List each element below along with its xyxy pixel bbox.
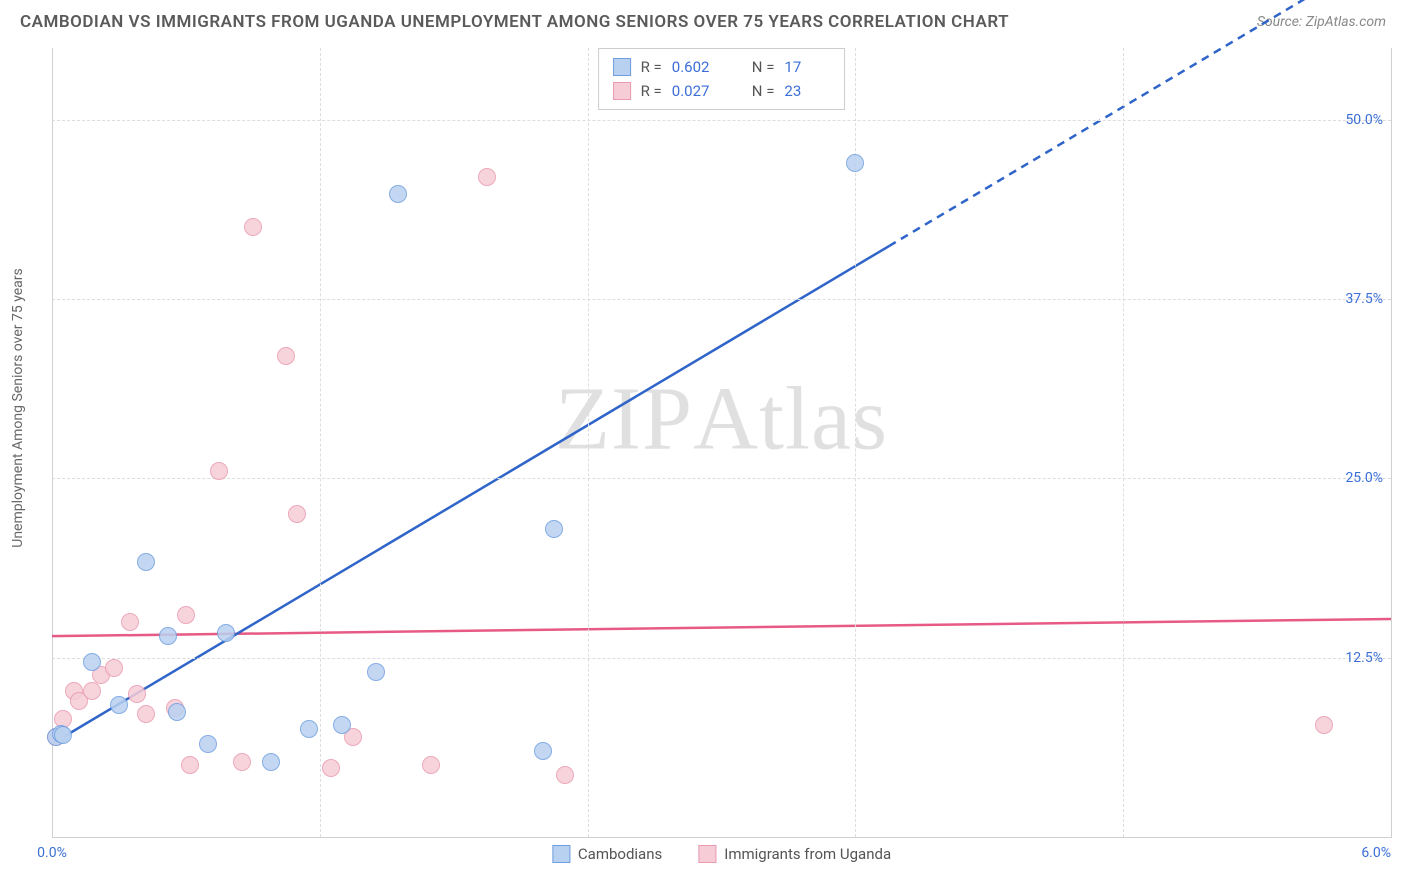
scatter-point-b — [277, 347, 295, 365]
scatter-point-a — [846, 154, 864, 172]
scatter-point-a — [199, 735, 217, 753]
source-attribution: Source: ZipAtlas.com — [1257, 14, 1386, 30]
gridline-v — [320, 48, 321, 837]
scatter-point-a — [262, 753, 280, 771]
watermark: ZIPAtlas — [555, 367, 888, 470]
y-tick-label: 12.5% — [1345, 650, 1383, 666]
n-label: N = — [752, 55, 775, 79]
scatter-point-b — [121, 613, 139, 631]
chart-plot-area: ZIPAtlas R = 0.602 N = 17 R = 0.027 N = … — [52, 48, 1392, 838]
swatch-series-a — [613, 58, 631, 76]
x-tick-label: 0.0% — [37, 845, 67, 861]
n-label: N = — [752, 79, 775, 103]
x-tick-label: 6.0% — [1361, 845, 1391, 861]
legend-item-series-a: Cambodians — [552, 845, 662, 863]
y-axis-label: Unemployment Among Seniors over 75 years — [10, 268, 26, 548]
stats-row-series-b: R = 0.027 N = 23 — [613, 79, 831, 103]
scatter-point-b — [181, 756, 199, 774]
scatter-point-b — [177, 606, 195, 624]
scatter-point-b — [105, 659, 123, 677]
scatter-point-a — [54, 726, 72, 744]
trend-line — [52, 619, 1391, 636]
gridline-h — [52, 120, 1391, 121]
scatter-point-a — [367, 663, 385, 681]
y-tick-label: 50.0% — [1345, 112, 1383, 128]
scatter-point-a — [333, 716, 351, 734]
y-tick-label: 25.0% — [1345, 470, 1383, 486]
scatter-point-b — [288, 505, 306, 523]
scatter-point-a — [534, 742, 552, 760]
r-label: R = — [641, 55, 662, 79]
trend-line — [52, 246, 889, 744]
swatch-series-b — [613, 82, 631, 100]
chart-title: CAMBODIAN VS IMMIGRANTS FROM UGANDA UNEM… — [20, 12, 1009, 32]
swatch-series-b — [698, 845, 716, 863]
scatter-point-a — [137, 553, 155, 571]
y-axis-line — [52, 48, 53, 837]
r-value-a: 0.602 — [672, 55, 718, 79]
scatter-point-b — [244, 218, 262, 236]
stats-row-series-a: R = 0.602 N = 17 — [613, 55, 831, 79]
gridline-v — [1123, 48, 1124, 837]
swatch-series-a — [552, 845, 570, 863]
scatter-point-b — [422, 756, 440, 774]
stats-legend-box: R = 0.602 N = 17 R = 0.027 N = 23 — [598, 48, 846, 110]
r-value-b: 0.027 — [672, 79, 718, 103]
scatter-point-b — [128, 685, 146, 703]
n-value-b: 23 — [784, 79, 830, 103]
gridline-h — [52, 299, 1391, 300]
scatter-point-b — [233, 753, 251, 771]
scatter-point-b — [556, 766, 574, 784]
scatter-point-a — [545, 520, 563, 538]
scatter-point-a — [159, 627, 177, 645]
n-value-a: 17 — [784, 55, 830, 79]
scatter-point-a — [83, 653, 101, 671]
y-tick-label: 37.5% — [1345, 291, 1383, 307]
legend-label-a: Cambodians — [578, 845, 662, 863]
scatter-point-b — [83, 682, 101, 700]
legend-label-b: Immigrants from Uganda — [724, 845, 891, 863]
r-label: R = — [641, 79, 662, 103]
gridline-h — [52, 478, 1391, 479]
scatter-point-b — [1315, 716, 1333, 734]
legend-item-series-b: Immigrants from Uganda — [698, 845, 891, 863]
scatter-point-b — [478, 168, 496, 186]
scatter-point-b — [210, 462, 228, 480]
scatter-point-a — [110, 696, 128, 714]
bottom-legend: Cambodians Immigrants from Uganda — [552, 845, 891, 863]
scatter-point-b — [137, 705, 155, 723]
scatter-point-b — [322, 759, 340, 777]
scatter-point-a — [217, 624, 235, 642]
gridline-h — [52, 658, 1391, 659]
scatter-point-a — [300, 720, 318, 738]
scatter-point-a — [389, 185, 407, 203]
scatter-point-a — [168, 703, 186, 721]
gridline-v — [588, 48, 589, 837]
trend-lines-layer — [52, 48, 1391, 837]
